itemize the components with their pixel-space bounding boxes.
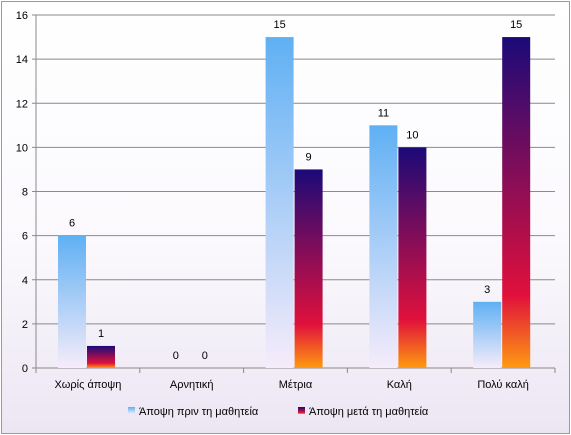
data-label: 11 (378, 107, 389, 119)
bar-after (398, 147, 427, 368)
y-tick-label: 6 (22, 231, 28, 243)
data-label: 1 (98, 328, 104, 340)
data-label: 15 (510, 19, 522, 31)
bar-after (502, 37, 531, 368)
legend-swatch-after (298, 407, 305, 414)
legend-swatch-before (128, 407, 135, 414)
legend-label-after: Άποψη μετά τη μαθητεία (309, 406, 429, 418)
data-label: 3 (484, 284, 490, 296)
bar-after (87, 345, 115, 368)
data-label: 0 (202, 350, 208, 362)
data-label: 0 (173, 350, 179, 362)
y-tick-label: 14 (16, 54, 28, 66)
x-tick-label: Πολύ καλή (477, 379, 529, 391)
x-tick-label: Χωρίς άποψη (54, 379, 121, 391)
y-tick-label: 2 (22, 319, 28, 331)
x-tick-label: Μέτρια (279, 379, 313, 391)
legend: Άποψη πριν τη μαθητεία Άποψη μετά τη μαθ… (128, 406, 429, 418)
y-tick-label: 4 (22, 275, 28, 287)
x-axis-tick-labels: Χωρίς άποψη Αρνητική Μέτρια Καλή Πολύ καλή (54, 379, 528, 391)
bar-before (58, 235, 86, 368)
legend-label-before: Άποψη πριν τη μαθητεία (139, 406, 259, 418)
y-tick-label: 10 (16, 142, 28, 154)
x-tick-label: Αρνητική (170, 379, 214, 391)
gridlines (36, 14, 555, 325)
bars (58, 37, 531, 368)
data-label: 9 (306, 151, 312, 163)
bar-before (265, 37, 294, 368)
y-tick-label: 16 (16, 10, 28, 22)
y-tick-label: 12 (16, 98, 28, 110)
y-axis-tick-labels: 0 2 4 6 8 10 12 14 16 (16, 10, 28, 375)
data-label: 15 (273, 19, 285, 31)
y-tick-label: 8 (22, 187, 28, 199)
data-label: 10 (406, 129, 418, 141)
x-tick-label: Καλή (387, 379, 412, 391)
data-label: 6 (69, 218, 75, 230)
bar-after (294, 169, 323, 368)
bar-before (473, 301, 502, 368)
y-tick-label: 0 (22, 363, 28, 375)
bar-before (369, 125, 398, 368)
